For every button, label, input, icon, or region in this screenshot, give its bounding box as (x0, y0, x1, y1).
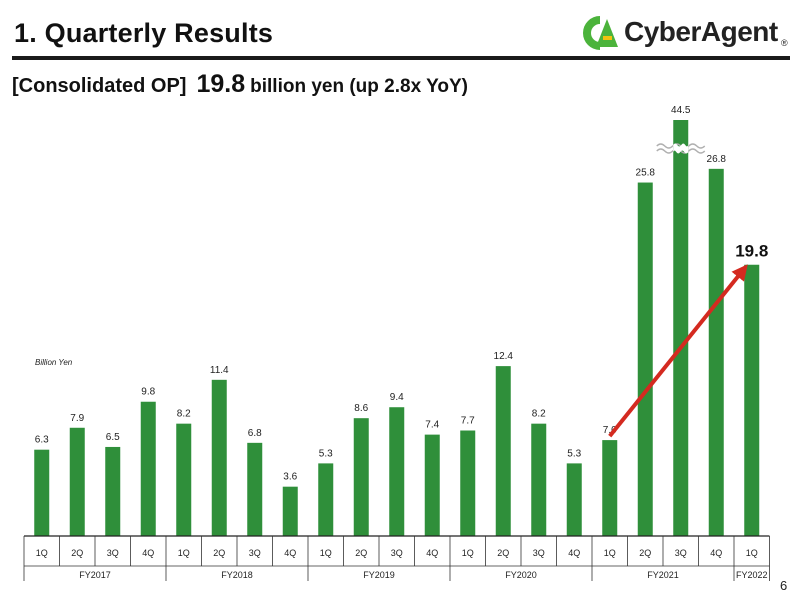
bar-5 (211, 379, 227, 536)
bar-3 (140, 401, 156, 536)
quarter-tick-20: 1Q (746, 548, 758, 558)
value-label-6: 6.8 (248, 428, 262, 439)
subtitle: [Consolidated OP] 19.8 billion yen (up 2.8… (12, 70, 468, 99)
bar-11 (424, 434, 440, 536)
value-label-7: 3.6 (283, 472, 297, 483)
value-label-0: 6.3 (35, 435, 49, 446)
value-label-15: 5.3 (567, 448, 581, 459)
title-rule (12, 56, 790, 60)
bar-10 (389, 407, 405, 536)
quarter-tick-8: 1Q (320, 548, 332, 558)
page-title: 1. Quarterly Results (14, 18, 274, 48)
bar-17 (637, 182, 653, 537)
cyberagent-logo: CA CyberAgent ® (576, 14, 790, 52)
value-label-19: 26.8 (707, 154, 727, 165)
value-label-4: 8.2 (177, 409, 191, 420)
quarter-tick-6: 3Q (249, 548, 261, 558)
bars-group (34, 120, 760, 537)
logo-text: CyberAgent (624, 16, 778, 47)
fy-label-0: FY2017 (79, 570, 111, 580)
value-label-5: 11.4 (210, 365, 229, 376)
fy-label-2: FY2019 (363, 570, 395, 580)
fy-label-5: FY2022 (736, 570, 768, 580)
quarter-tick-9: 2Q (355, 548, 367, 558)
value-label-10: 9.4 (390, 392, 404, 403)
axis-break-gap (673, 143, 689, 154)
quarter-tick-15: 4Q (568, 548, 580, 558)
quarter-tick-1: 2Q (71, 548, 83, 558)
fy-label-3: FY2020 (505, 570, 537, 580)
quarter-tick-2: 3Q (107, 548, 119, 558)
quarter-tick-11: 4Q (426, 548, 438, 558)
subtitle-rest: billion yen (up 2.8x YoY) (250, 76, 468, 97)
quarter-tick-16: 1Q (604, 548, 616, 558)
quarter-tick-14: 3Q (533, 548, 545, 558)
value-label-2: 6.5 (106, 432, 120, 443)
quarter-tick-5: 2Q (213, 548, 225, 558)
bar-1 (69, 427, 85, 536)
bar-8 (318, 463, 334, 536)
value-label-14: 8.2 (532, 409, 546, 420)
overlay-group (608, 143, 748, 438)
quarter-tick-10: 3Q (391, 548, 403, 558)
fy-label-4: FY2021 (647, 570, 679, 580)
page-number: 6 (780, 578, 788, 593)
bar-4 (176, 423, 192, 536)
value-label-9: 8.6 (354, 403, 368, 414)
quarter-tick-0: 1Q (36, 548, 48, 558)
bar-7 (282, 486, 298, 536)
value-label-1: 7.9 (70, 413, 84, 424)
value-label-16: 7.0 (603, 425, 617, 436)
bar-9 (353, 418, 369, 536)
bar-12 (460, 430, 476, 536)
quarter-tick-4: 1Q (178, 548, 190, 558)
bar-0 (34, 449, 50, 536)
ca-logo-mark-icon: CA (583, 16, 618, 50)
bar-2 (105, 446, 121, 536)
logo-reg-mark: ® (781, 38, 788, 48)
value-label-17: 25.8 (636, 168, 656, 179)
bar-13 (495, 366, 511, 536)
growth-arrow (608, 264, 748, 438)
subtitle-value: 19.8 (196, 70, 246, 98)
value-label-3: 9.8 (141, 387, 155, 398)
quarter-tick-18: 3Q (675, 548, 687, 558)
quarter-tick-19: 4Q (710, 548, 722, 558)
bar-14 (531, 423, 547, 536)
value-label-8: 5.3 (319, 448, 333, 459)
value-label-20: 19.8 (735, 242, 768, 261)
bar-16 (602, 440, 618, 536)
value-label-12: 7.7 (461, 416, 475, 427)
value-labels-group: 6.3 7.9 6.5 9.8 8.2 11.4 6.8 3.6 5.3 8.6 9.4 7.4 7.7… (35, 105, 769, 483)
value-label-13: 12.4 (494, 351, 514, 362)
quarter-tick-3: 4Q (142, 548, 154, 558)
value-label-18: 44.5 (671, 105, 691, 116)
quarter-tick-13: 2Q (497, 548, 509, 558)
unit-label: Billion Yen (35, 358, 73, 367)
bar-20 (744, 264, 760, 536)
value-label-11: 7.4 (425, 420, 439, 431)
quarter-tick-17: 2Q (639, 548, 651, 558)
bar-15 (566, 463, 582, 536)
x-axis-group: 1Q 2Q 3Q 4Q 1Q 2Q 3Q 4Q 1Q 2Q 3Q 4Q 1Q 2Q 3Q 4Q 1Q 2Q 3Q 4Q… (23, 535, 770, 581)
bar-18 (673, 120, 689, 536)
subtitle-bracket: [Consolidated OP] (12, 75, 187, 97)
fy-label-1: FY2018 (221, 570, 253, 580)
bar-6 (247, 442, 263, 536)
quarter-tick-7: 4Q (284, 548, 296, 558)
bar-19 (708, 168, 724, 536)
quarter-tick-12: 1Q (462, 548, 474, 558)
